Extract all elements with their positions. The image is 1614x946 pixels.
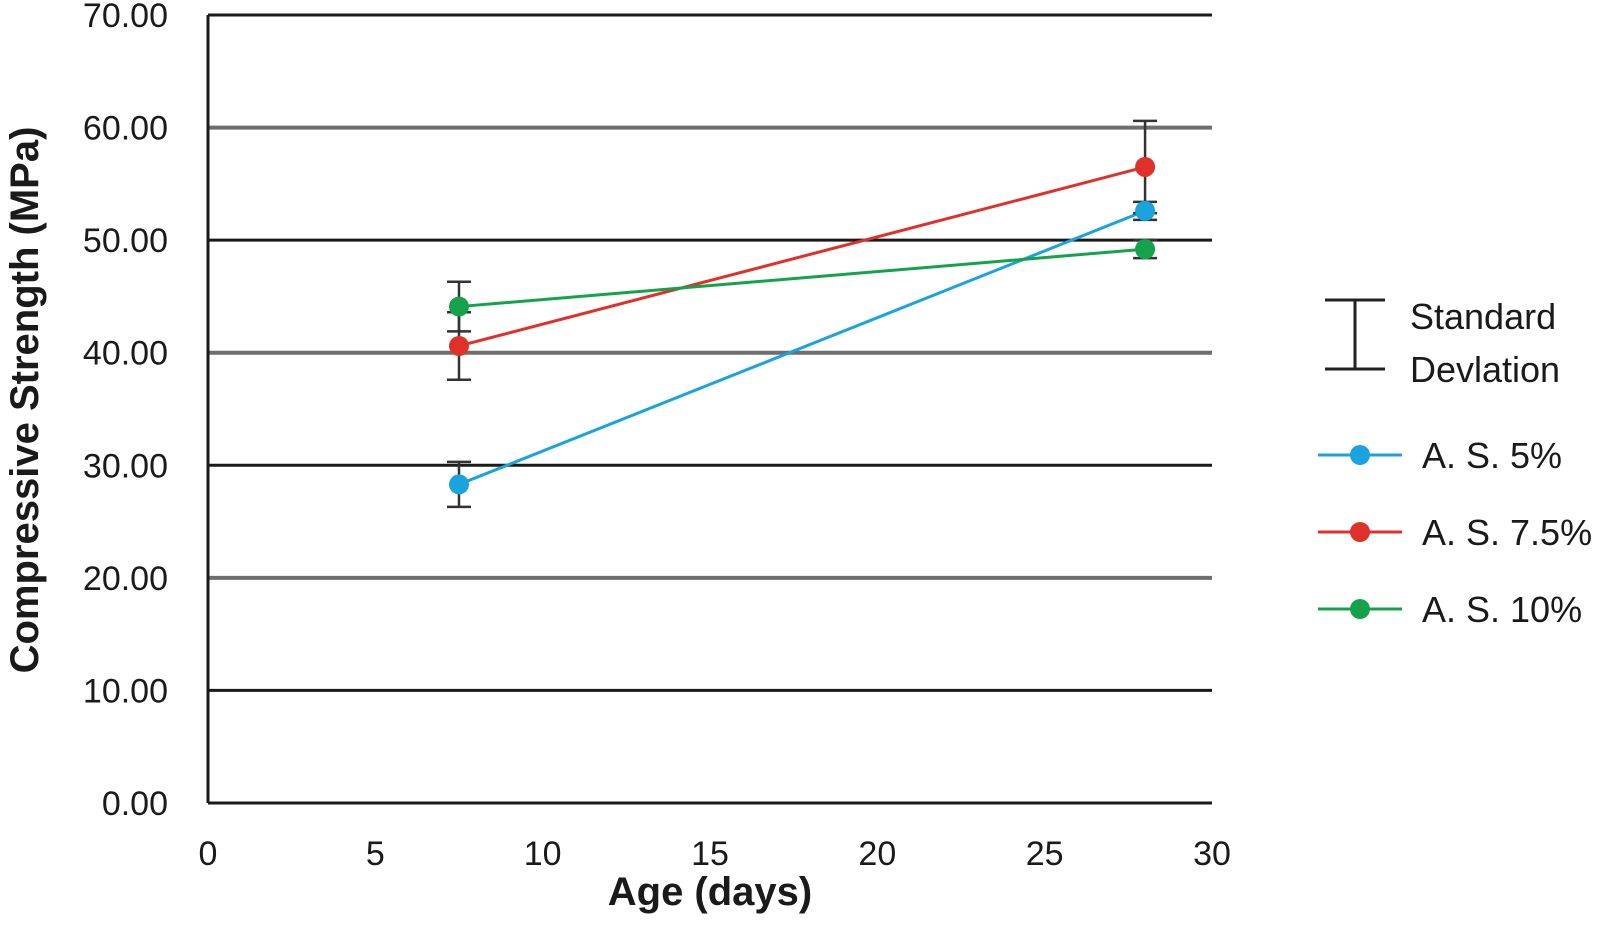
error-bars xyxy=(447,119,1158,509)
gridlines xyxy=(208,13,1212,692)
y-tick-label: 70.00 xyxy=(83,0,168,35)
x-axis-title: Age (days) xyxy=(608,870,813,914)
legend-series-label: A. S. 5% xyxy=(1422,435,1562,476)
x-tick-label: 30 xyxy=(1193,835,1231,873)
x-tick-label: 10 xyxy=(524,835,562,873)
x-tick-label: 20 xyxy=(858,835,896,873)
x-tick-labels: 0 5 10 15 20 25 30 xyxy=(199,835,1231,873)
data-point xyxy=(449,474,469,495)
y-tick-label: 30.00 xyxy=(83,447,168,485)
data-point xyxy=(449,296,469,317)
x-tick-label: 15 xyxy=(691,835,729,873)
legend-series-label: A. S. 10% xyxy=(1422,589,1582,630)
data-point xyxy=(1135,156,1156,177)
y-tick-label: 20.00 xyxy=(83,560,168,598)
legend-marker xyxy=(1350,599,1370,619)
y-tick-label: 40.00 xyxy=(83,335,168,373)
y-tick-label: 0.00 xyxy=(102,785,168,823)
y-tick-label: 10.00 xyxy=(83,672,168,710)
y-axis-title: Compressive Strength (MPa) xyxy=(3,127,47,674)
series-lines xyxy=(458,165,1146,486)
data-points xyxy=(449,156,1156,495)
x-tick-label: 0 xyxy=(199,835,218,873)
data-point xyxy=(1135,200,1156,221)
legend-series-entries: A. S. 5% A. S. 7.5% A. S. 10% xyxy=(1318,435,1592,630)
legend-marker xyxy=(1350,522,1370,542)
series-line xyxy=(458,165,1146,348)
legend-marker xyxy=(1350,445,1370,465)
legend-series-label: A. S. 7.5% xyxy=(1422,512,1592,553)
x-tick-label: 25 xyxy=(1026,835,1064,873)
y-tick-labels: 0.00 10.00 20.00 30.00 40.00 50.00 60.00 70.00 xyxy=(83,0,168,823)
data-point xyxy=(449,335,469,356)
legend-error-bar-icon xyxy=(1325,298,1385,371)
x-tick-label: 5 xyxy=(366,835,385,873)
legend-error-bar-label-line2: Devlation xyxy=(1410,349,1560,390)
legend-error-bar-label-line1: Standard xyxy=(1410,296,1556,337)
series-line xyxy=(458,209,1146,486)
series-line xyxy=(458,247,1146,309)
legend: Standard Devlation A. S. 5%A. S. 7.5%A. … xyxy=(1318,296,1592,630)
axes xyxy=(206,15,1212,805)
data-point xyxy=(1135,239,1156,260)
y-tick-label: 50.00 xyxy=(83,222,168,260)
y-tick-label: 60.00 xyxy=(83,110,168,148)
